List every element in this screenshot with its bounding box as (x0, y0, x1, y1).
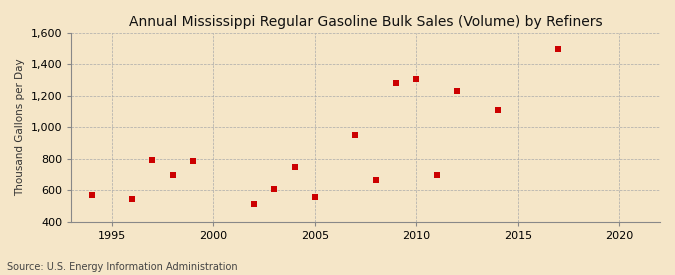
Y-axis label: Thousand Gallons per Day: Thousand Gallons per Day (15, 59, 25, 196)
Point (167, 173, 178, 178)
Point (86, 193, 97, 197)
Point (127, 197, 138, 201)
Point (553, 46, 564, 51)
Point (411, 76, 422, 81)
Point (289, 165, 300, 170)
Point (188, 159, 198, 163)
Point (248, 201, 259, 206)
Point (147, 157, 158, 162)
Point (269, 187, 279, 192)
Point (350, 133, 361, 138)
Title: Annual Mississippi Regular Gasoline Bulk Sales (Volume) by Refiners: Annual Mississippi Regular Gasoline Bulk… (129, 15, 602, 29)
Point (391, 81, 402, 86)
Point (492, 108, 503, 112)
Point (309, 194, 320, 199)
Point (452, 89, 462, 93)
Point (431, 173, 442, 178)
Point (371, 178, 381, 182)
Text: Source: U.S. Energy Information Administration: Source: U.S. Energy Information Administ… (7, 262, 238, 272)
